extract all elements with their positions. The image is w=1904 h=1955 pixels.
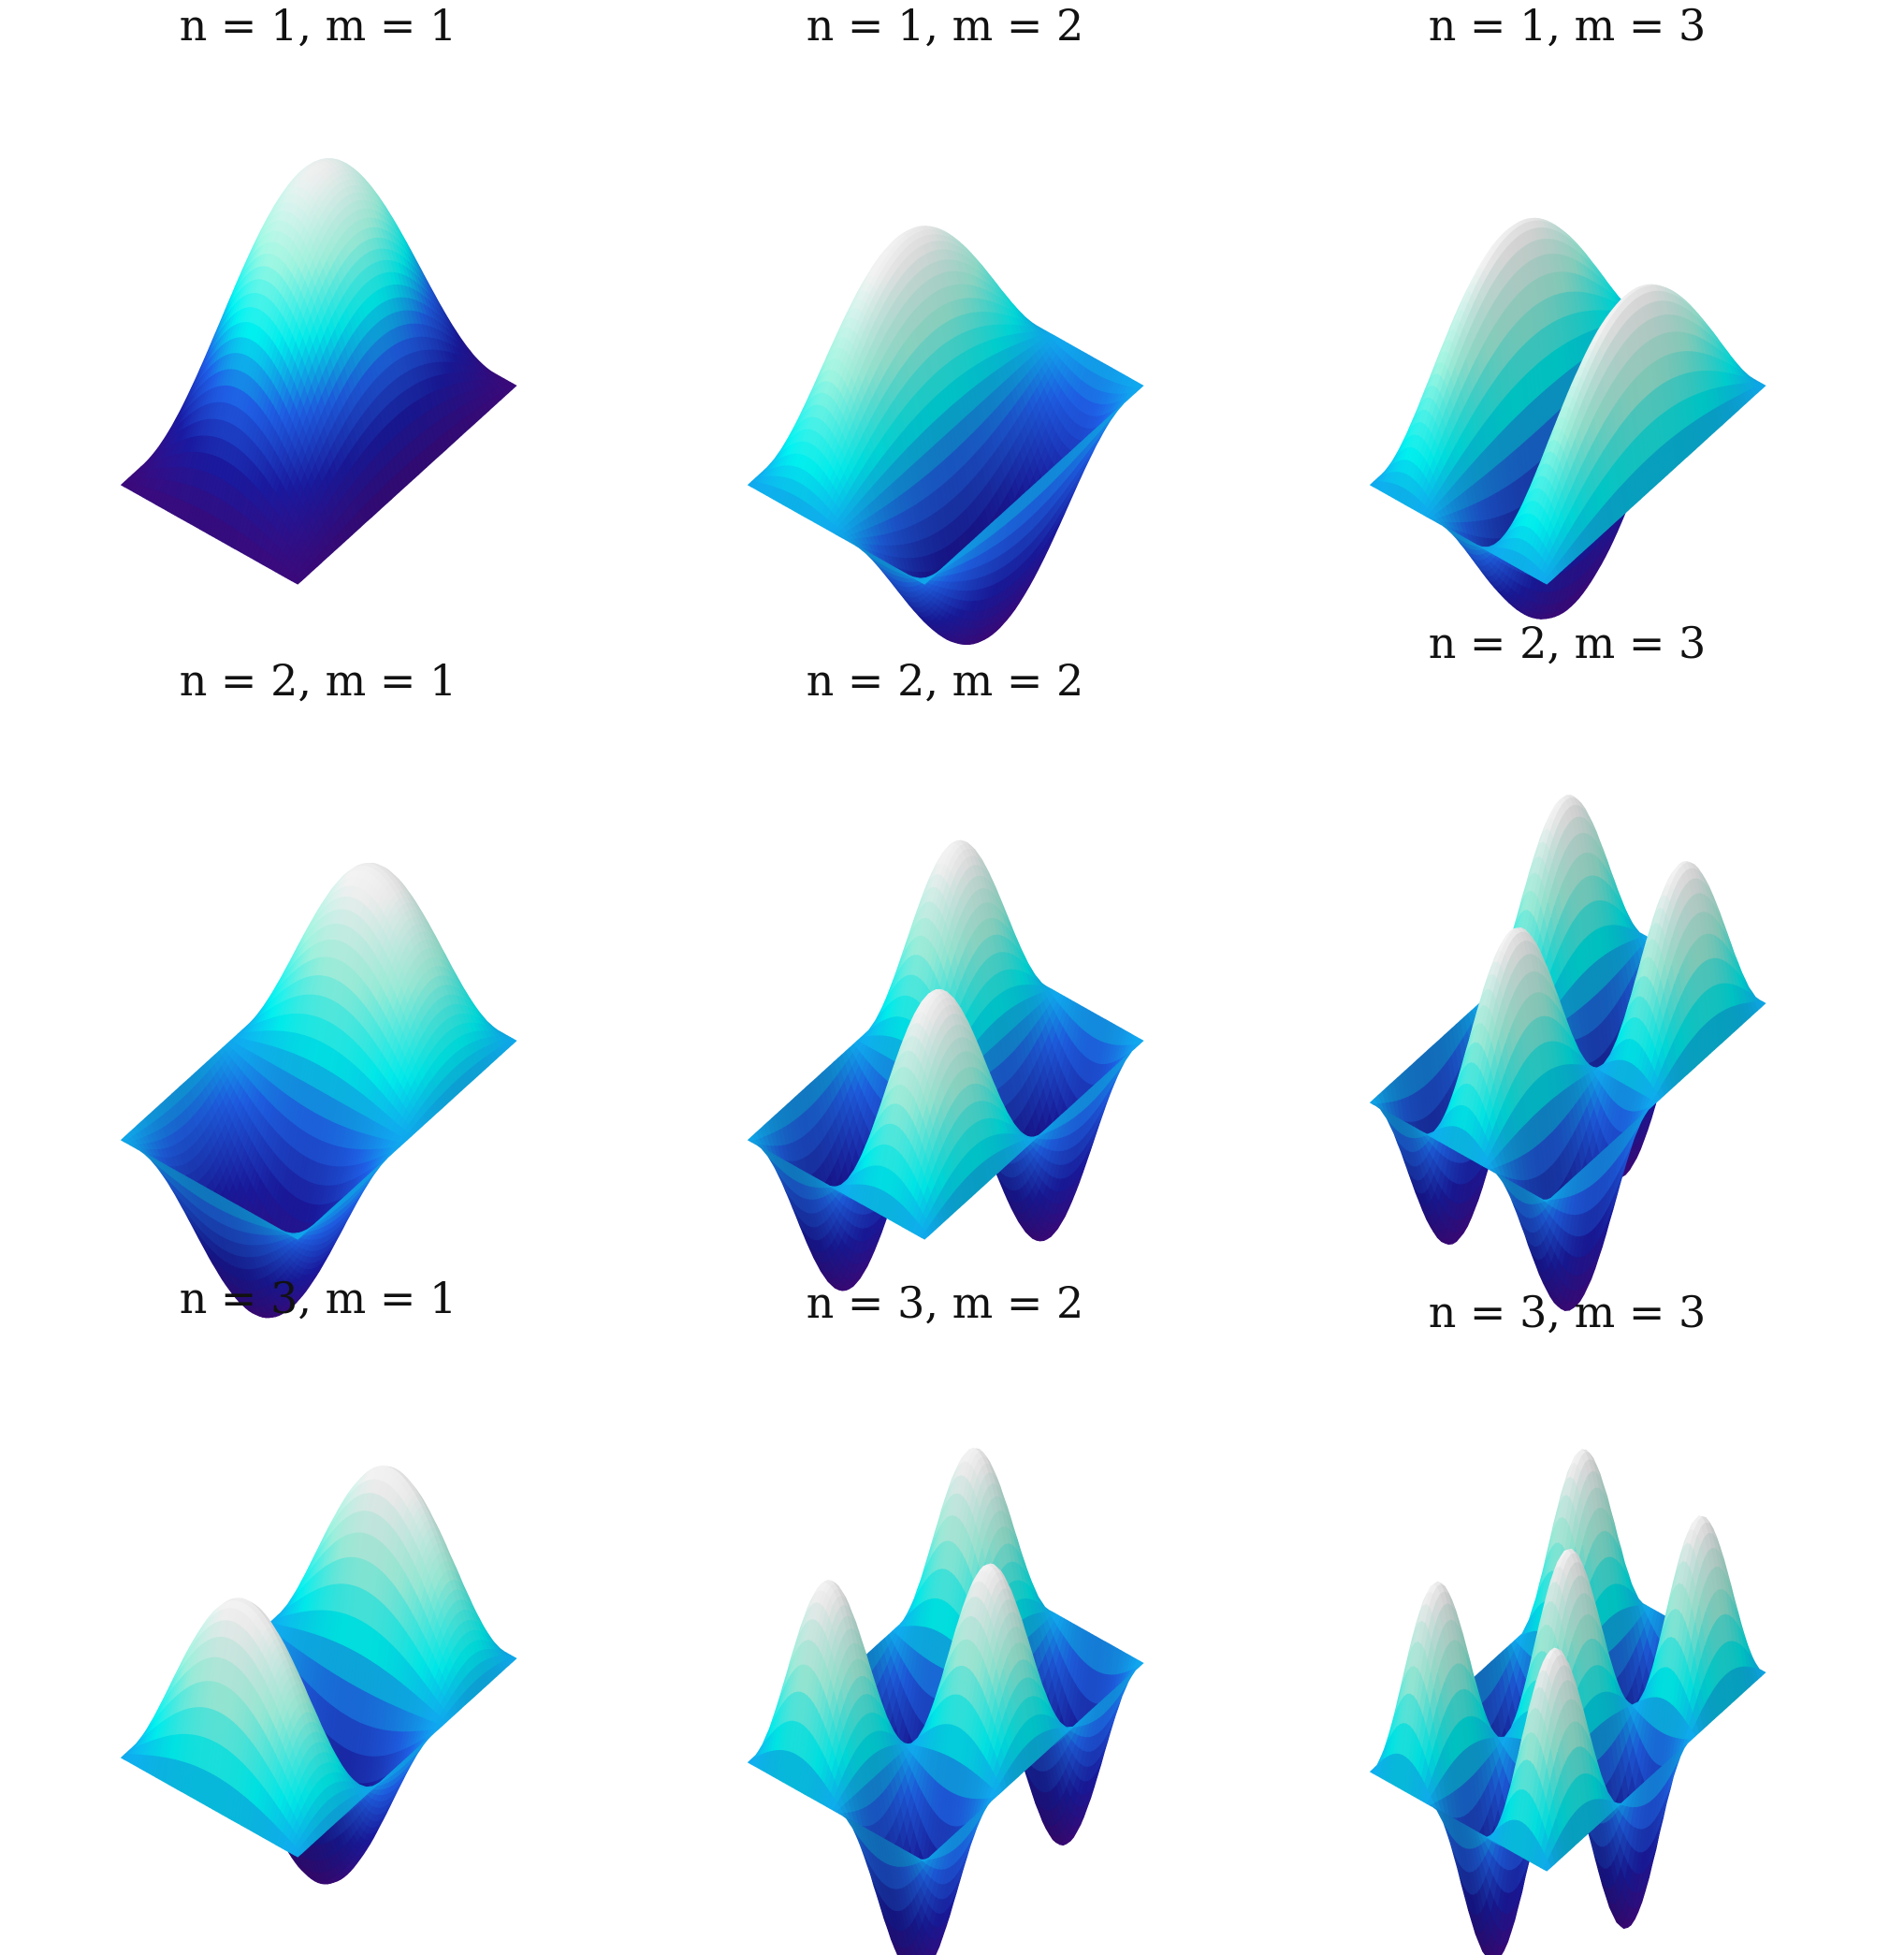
surface-mesh — [747, 226, 1144, 646]
panel-n1-m1: n = 1, m = 1 — [9, 0, 627, 636]
surface-plot — [747, 226, 1144, 646]
surface-plot — [120, 158, 517, 585]
surface-facet — [294, 577, 303, 585]
surface-mesh — [120, 158, 517, 585]
panel-n1-m2: n = 1, m = 2 — [636, 0, 1254, 646]
panel-title: n = 1, m = 2 — [636, 0, 1254, 51]
panel-title: n = 1, m = 1 — [9, 0, 627, 51]
